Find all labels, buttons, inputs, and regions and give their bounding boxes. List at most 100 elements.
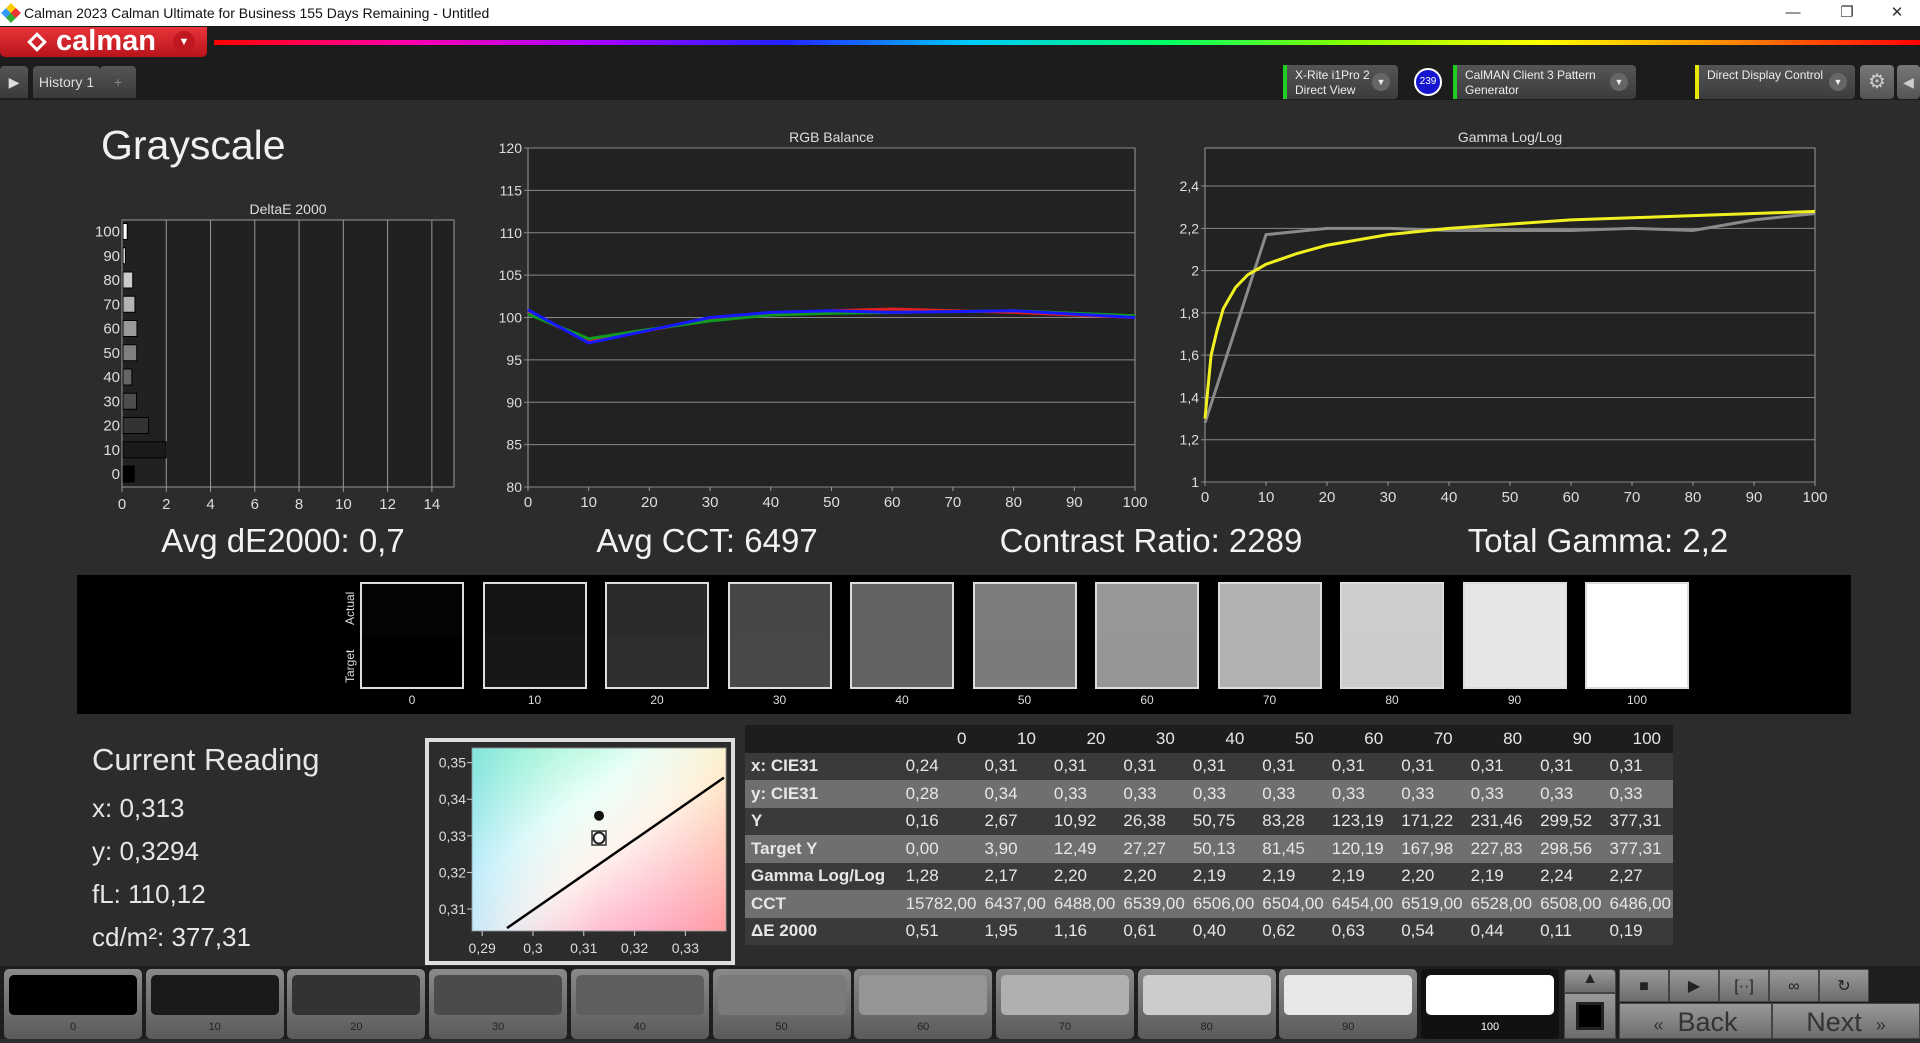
x-tick-label: 2 bbox=[162, 496, 170, 513]
y-tick-label: 100 bbox=[95, 224, 120, 241]
current-fl: fL: 110,12 bbox=[92, 879, 206, 909]
loop-button[interactable]: ∞ bbox=[1769, 969, 1819, 1002]
table-cell: 0,19 bbox=[1603, 917, 1673, 945]
x-tick-label: 0,31 bbox=[570, 940, 597, 956]
row-label: y: CIE31 bbox=[745, 780, 900, 808]
x-tick-label: 30 bbox=[702, 494, 719, 511]
table-cell: 27,27 bbox=[1117, 835, 1187, 863]
patch-button-20[interactable]: 20 bbox=[287, 969, 426, 1039]
minimize-button[interactable]: — bbox=[1785, 4, 1801, 21]
close-button[interactable]: ✕ bbox=[1890, 4, 1904, 21]
refresh-button[interactable]: ↻ bbox=[1819, 969, 1869, 1002]
meter-badge[interactable]: 239 bbox=[1414, 68, 1442, 96]
y-tick-label: 120 bbox=[499, 140, 523, 156]
current-reading-title: Current Reading bbox=[92, 742, 320, 777]
source-selector[interactable]: CalMAN Client 3 Pattern Generator ▼ bbox=[1453, 65, 1636, 99]
source-name: CalMAN Client 3 Pattern Generator bbox=[1465, 68, 1596, 97]
source-status-bar bbox=[1453, 65, 1457, 99]
grayscale-patch bbox=[360, 582, 464, 689]
x-tick-label: 60 bbox=[1563, 489, 1580, 506]
chevron-down-icon: ▼ bbox=[1829, 73, 1847, 91]
patch-button-60[interactable]: 60 bbox=[854, 969, 993, 1039]
table-cell: 299,52 bbox=[1534, 807, 1604, 835]
settings-button[interactable]: ⚙ bbox=[1860, 65, 1894, 99]
table-cell: 1,28 bbox=[899, 862, 979, 890]
actual-swatch bbox=[852, 584, 952, 636]
x-tick-label: 12 bbox=[379, 496, 396, 513]
back-button[interactable]: « Back bbox=[1619, 1003, 1772, 1039]
x-tick-label: 100 bbox=[1122, 494, 1147, 511]
patch-button-30[interactable]: 30 bbox=[429, 969, 568, 1039]
x-tick-label: 100 bbox=[1802, 489, 1827, 506]
patch-button-0[interactable]: 0 bbox=[4, 969, 142, 1039]
patch-label: 50 bbox=[1017, 693, 1032, 707]
stop-icon: ■ bbox=[1639, 978, 1649, 995]
brand-name: calman bbox=[56, 25, 156, 57]
scroll-up-button[interactable]: ▲ bbox=[1564, 969, 1616, 993]
column-header bbox=[745, 725, 900, 753]
patch-swatch bbox=[150, 975, 279, 1015]
add-tab-button[interactable]: + bbox=[100, 66, 136, 98]
y-tick-label: 85 bbox=[506, 437, 522, 453]
patch-button-100[interactable]: 100 bbox=[1421, 969, 1559, 1039]
next-button[interactable]: Next » bbox=[1772, 1003, 1920, 1039]
x-tick-label: 14 bbox=[424, 496, 441, 513]
display-selector[interactable]: Direct Display Control ▼ bbox=[1695, 65, 1855, 99]
deltae-bar bbox=[122, 223, 128, 240]
table-cell: 2,17 bbox=[978, 862, 1048, 890]
x-tick-label: 30 bbox=[1380, 489, 1397, 506]
y-tick-label: 1,6 bbox=[1180, 347, 1200, 363]
patch-button-10[interactable]: 10 bbox=[145, 969, 284, 1039]
table-cell: 2,19 bbox=[1186, 862, 1257, 890]
x-tick-label: 40 bbox=[1441, 489, 1458, 506]
table-cell: 120,19 bbox=[1325, 835, 1396, 863]
measure-button[interactable]: [··] bbox=[1719, 969, 1769, 1002]
play-button[interactable]: ▶ bbox=[1669, 969, 1719, 1002]
table-cell: 0,31 bbox=[1186, 752, 1257, 780]
stop-button[interactable]: ■ bbox=[1619, 969, 1669, 1002]
restore-button[interactable]: ❐ bbox=[1840, 4, 1854, 21]
y-tick-label: 0,32 bbox=[439, 864, 466, 880]
x-tick-label: 20 bbox=[641, 494, 658, 511]
table-cell: 1,16 bbox=[1047, 917, 1118, 945]
patch-swatch bbox=[434, 975, 563, 1015]
patch-button-label: 30 bbox=[491, 1021, 505, 1033]
table-cell: 123,19 bbox=[1325, 807, 1396, 835]
table-cell: 81,45 bbox=[1256, 835, 1326, 863]
tab-history-1[interactable]: History 1 bbox=[33, 66, 100, 98]
column-header: 80 bbox=[1464, 725, 1535, 753]
x-tick-label: 10 bbox=[580, 494, 597, 511]
y-tick-label: 1 bbox=[1191, 474, 1199, 490]
target-swatch bbox=[852, 635, 952, 687]
table-row: x: CIE31 0,24 0,31 0,31 0,31 0,31 0,31 0,31 0,31… bbox=[745, 752, 1673, 780]
table-cell: 2,27 bbox=[1603, 862, 1673, 890]
patch-button-50[interactable]: 50 bbox=[712, 969, 851, 1039]
calman-menu-button[interactable]: calman ▼ bbox=[0, 27, 207, 57]
meter-selector[interactable]: X-Rite i1Pro 2 Direct View ▼ bbox=[1283, 65, 1398, 99]
collapse-button[interactable]: ◀ bbox=[1897, 65, 1920, 99]
column-header: 60 bbox=[1325, 725, 1396, 753]
table-cell: 0,34 bbox=[978, 780, 1048, 808]
target-swatch bbox=[1464, 635, 1565, 687]
display-name: Direct Display Control bbox=[1707, 68, 1824, 82]
y-tick-label: 50 bbox=[103, 345, 120, 362]
column-header: 0 bbox=[899, 725, 979, 753]
table-cell: 0,63 bbox=[1325, 917, 1396, 945]
table-cell: 6437,00 bbox=[978, 890, 1048, 918]
patch-swatch bbox=[292, 975, 421, 1015]
target-swatch bbox=[729, 635, 830, 687]
table-cell: 0,31 bbox=[1464, 752, 1535, 780]
chevron-down-icon: ▼ bbox=[173, 31, 195, 53]
expand-panel-button[interactable]: ▶ bbox=[0, 66, 28, 98]
stop-measure-button[interactable] bbox=[1564, 993, 1616, 1039]
actual-swatch bbox=[607, 584, 707, 636]
table-cell: 0,51 bbox=[899, 917, 979, 945]
patch-button-label: 10 bbox=[208, 1021, 221, 1033]
patch-button-40[interactable]: 40 bbox=[570, 969, 709, 1039]
patch-button-70[interactable]: 70 bbox=[995, 969, 1134, 1039]
patch-button-90[interactable]: 90 bbox=[1279, 969, 1418, 1039]
patch-button-80[interactable]: 80 bbox=[1137, 969, 1276, 1039]
grayscale-patch bbox=[1095, 582, 1199, 689]
deltae-bar bbox=[122, 344, 138, 362]
grayscale-patch bbox=[727, 582, 832, 689]
